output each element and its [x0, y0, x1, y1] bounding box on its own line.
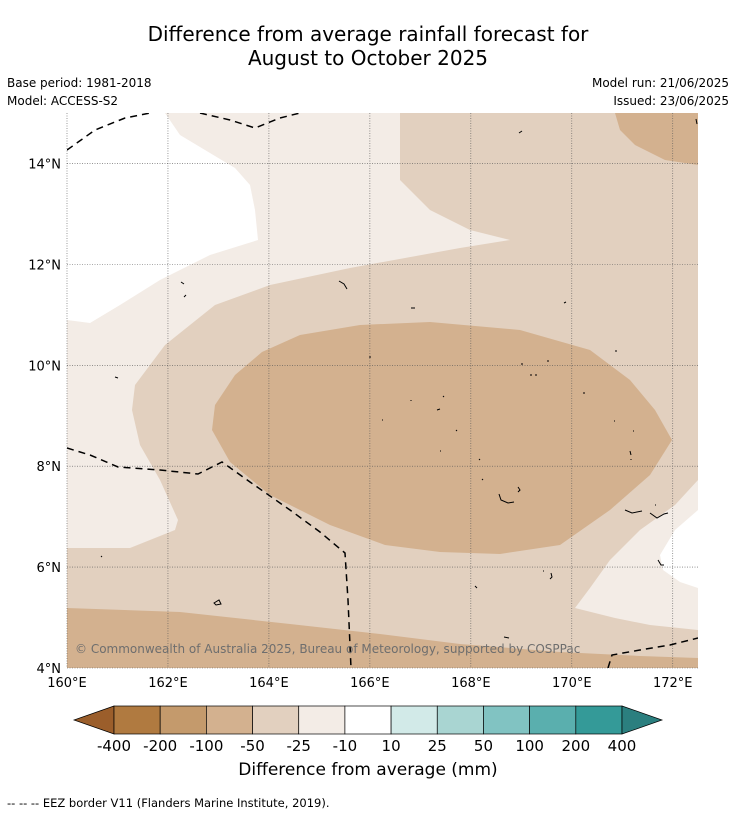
colorbar-segment [252, 705, 300, 735]
colorbar-tick-label: 400 [608, 737, 637, 755]
band-minus100-central [212, 322, 672, 554]
colorbar-tick-label: -25 [286, 737, 311, 755]
lat-label: 8°N [37, 460, 62, 475]
island-outline [338, 280, 348, 290]
model-run: Model run: 21/06/2025 [591, 76, 729, 90]
colorbar-tick-label: -10 [333, 737, 358, 755]
longitude-labels: 160°E 162°E 164°E 166°E 168°E 170°E 172°E [47, 676, 692, 691]
island-outline [474, 585, 478, 589]
colorbar-tick-label: -100 [189, 737, 223, 755]
colorbar-segment [159, 705, 207, 735]
island-outline [614, 420, 634, 460]
colorbar-segment [298, 705, 346, 735]
island-outline [563, 301, 567, 304]
colorbar-tick-label: 10 [382, 737, 401, 755]
colorbar-segment [436, 705, 484, 735]
colorbar-extend-low [72, 705, 115, 735]
island-outline [521, 360, 549, 376]
colorbar-tick-label: -200 [143, 737, 177, 755]
island-outline [543, 570, 553, 580]
meta-right: Model run: 21/06/2025 Issued: 23/06/2025 [592, 74, 729, 110]
lon-label: 166°E [350, 676, 390, 691]
colorbar-segment [344, 705, 392, 735]
graticule [66, 113, 698, 669]
colorbar-segment [529, 705, 577, 735]
eez-border-southeast [607, 637, 698, 668]
island-outline [657, 559, 664, 566]
colorbar-tick-label: 25 [428, 737, 447, 755]
colorbar-extend-high [621, 705, 664, 735]
colorbar-tick-label: 50 [474, 737, 493, 755]
colorbar-tick-label: -50 [240, 737, 265, 755]
lat-label: 14°N [28, 157, 61, 172]
island-outline [478, 458, 484, 481]
page-title: Difference from average rainfall forecas… [0, 22, 736, 70]
model-name: Model: ACCESS-S2 [7, 94, 119, 108]
colorbar-tick-label: -400 [97, 737, 131, 755]
colorbar-label: Difference from average (mm) [238, 760, 498, 780]
eez-border-north [67, 113, 301, 151]
lon-label: 170°E [552, 676, 592, 691]
island-outline [100, 555, 103, 558]
eez-border-central [67, 447, 352, 668]
colorbar-segment [575, 705, 623, 735]
title-line-2: August to October 2025 [247, 46, 489, 70]
lon-label: 172°E [653, 676, 693, 691]
contour-fields [67, 113, 698, 668]
rainfall-map: © Commonwealth of Australia 2025, Bureau… [28, 113, 698, 755]
colorbar-tick-label: 100 [515, 737, 544, 755]
island-outline [498, 486, 521, 504]
island-outline [213, 599, 222, 606]
island-outline [503, 636, 510, 639]
lon-label: 160°E [47, 676, 87, 691]
lon-label: 162°E [148, 676, 188, 691]
island-outline [410, 395, 445, 411]
colorbar-segment [206, 705, 253, 735]
latitude-labels: 4°N 6°N 8°N 10°N 12°N 14°N [28, 157, 61, 677]
band-minus100-ne [615, 113, 698, 165]
island-outline [624, 509, 669, 519]
colorbar: -400 -200 -100 -50 -25 -10 10 25 50 100 200 400 [72, 705, 664, 755]
lon-label: 164°E [249, 676, 289, 691]
islands [100, 118, 698, 639]
lon-label: 168°E [451, 676, 491, 691]
lat-label: 10°N [28, 359, 61, 374]
eez-legend: -- -- -- EEZ border V11 (Flanders Marine… [7, 796, 330, 810]
colorbar-segment [113, 705, 161, 735]
colorbar-segment [390, 705, 438, 735]
island-outline [114, 376, 119, 379]
band-neutral-nw [67, 113, 258, 323]
band-neutral-se [660, 510, 698, 588]
island-outline [180, 281, 187, 298]
band-minus25-se [575, 480, 698, 630]
meta-left: Base period: 1981-2018 Model: ACCESS-S2 [7, 74, 152, 110]
band-minus100-south [67, 608, 698, 668]
colorbar-segment [483, 705, 530, 735]
eez-borders [67, 113, 698, 668]
issued-date: Issued: 23/06/2025 [613, 94, 729, 108]
island-outline [695, 118, 698, 125]
island-outline [382, 419, 458, 452]
island-outline [518, 130, 523, 134]
base-period: Base period: 1981-2018 [7, 76, 152, 90]
copyright-text: © Commonwealth of Australia 2025, Bureau… [75, 642, 580, 656]
lat-label: 6°N [37, 561, 62, 576]
colorbar-tick-label: 200 [561, 737, 590, 755]
lat-label: 4°N [37, 662, 62, 677]
title-line-1: Difference from average rainfall forecas… [147, 22, 589, 46]
lat-label: 12°N [28, 258, 61, 273]
